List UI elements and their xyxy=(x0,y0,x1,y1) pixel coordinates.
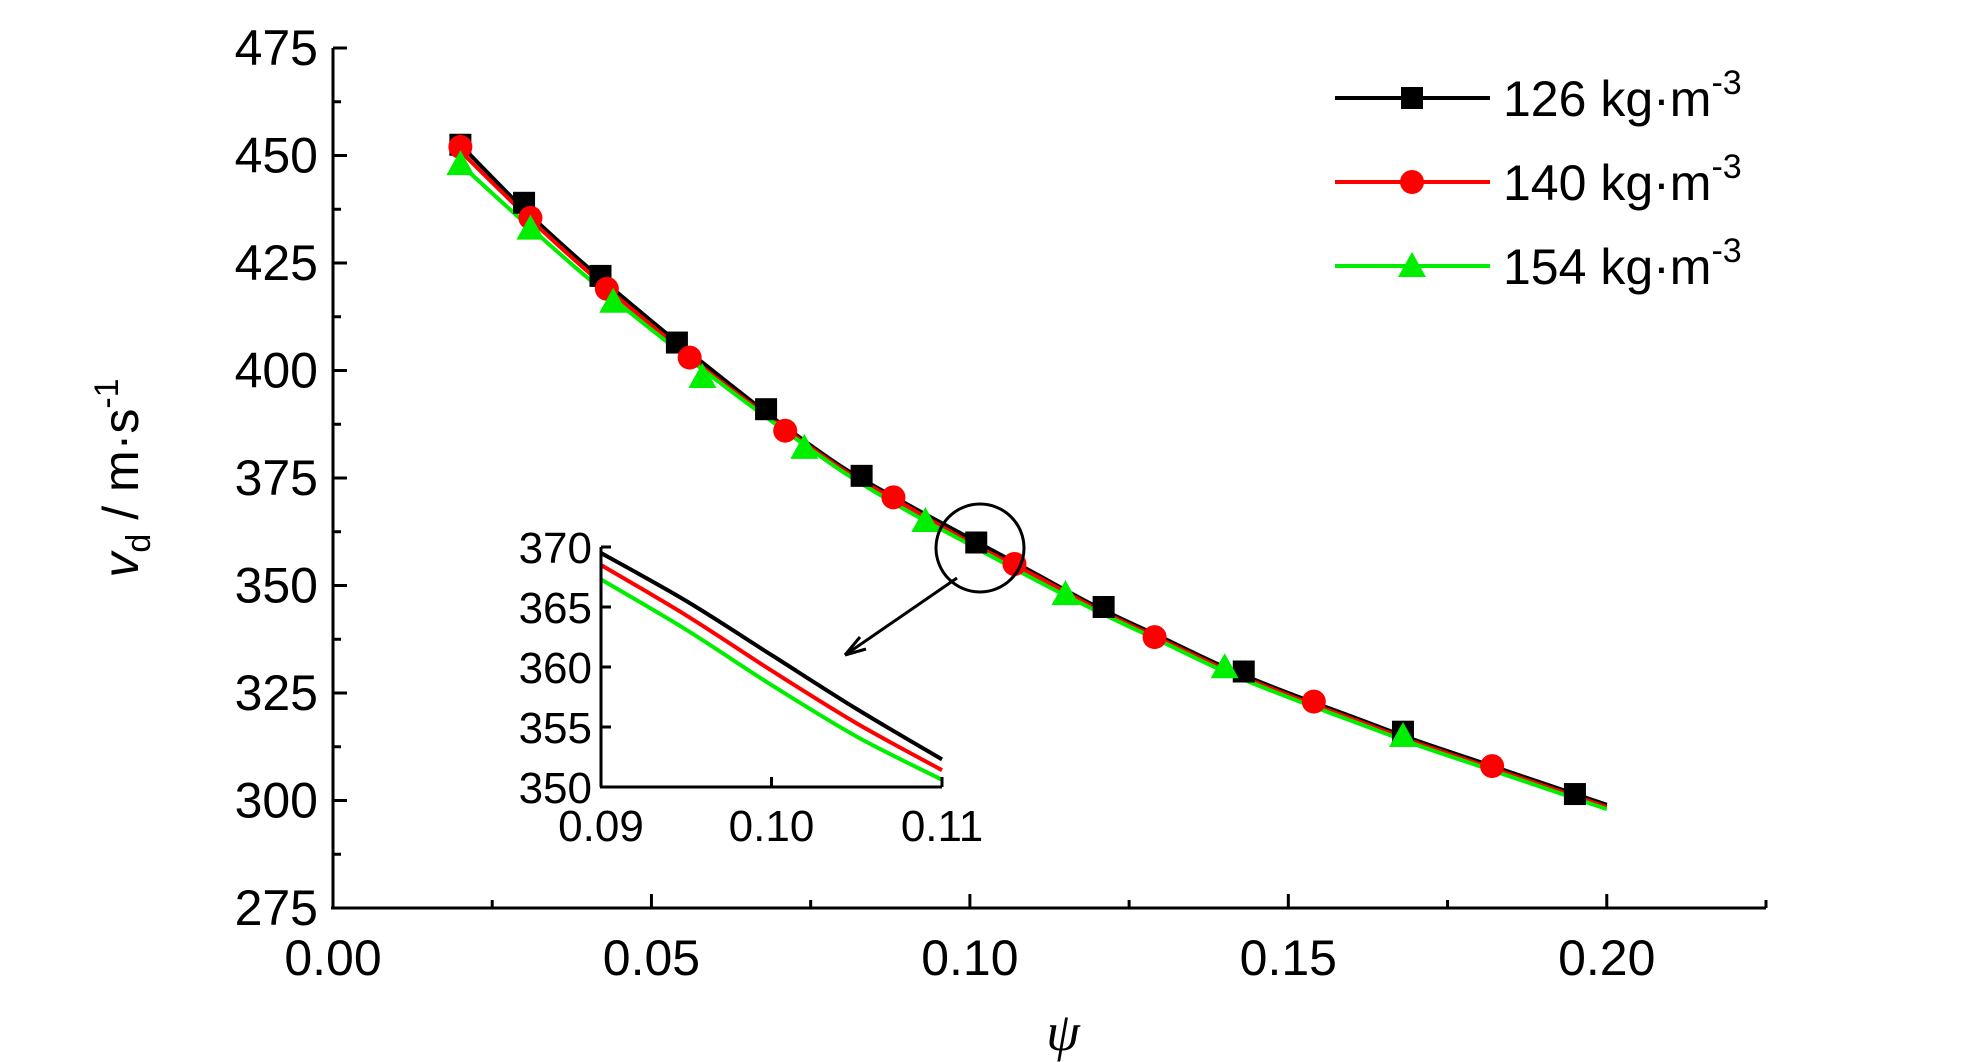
zoom-circle xyxy=(934,502,1026,594)
series-3-point xyxy=(1388,722,1417,747)
legend-label-text: 140 kg·m xyxy=(1503,155,1711,211)
y-tick-label: 475 xyxy=(235,20,318,76)
inset-y-tick-label: 365 xyxy=(519,584,592,633)
inset-line-1 xyxy=(600,551,944,762)
series-3-point xyxy=(516,214,545,240)
zoom-arrow-line xyxy=(847,576,958,655)
series-2-point xyxy=(677,345,702,370)
series-1-point xyxy=(1232,660,1255,683)
series-3-point xyxy=(1210,653,1239,679)
series-1-point xyxy=(1092,596,1115,618)
inset-line-2 xyxy=(599,563,943,772)
inset-y-tick-label: 370 xyxy=(519,524,592,573)
legend-label-superscript: -3 xyxy=(1711,148,1741,186)
y-ticks: 275 300 325 350 375 400 425 450 475 xyxy=(235,20,347,936)
inset-x-ticks: 0.09 0.10 0.11 xyxy=(558,777,983,851)
legend-label-superscript: -3 xyxy=(1711,64,1741,102)
zoom-callout xyxy=(843,502,1026,657)
series-1-point xyxy=(965,531,988,554)
inset-x-tick-label: 0.09 xyxy=(558,802,644,851)
series-2-point xyxy=(1002,552,1027,576)
x-tick-label: 0.05 xyxy=(603,930,700,986)
x-axis-label: ψ xyxy=(1046,1002,1081,1062)
y-tick-label: 325 xyxy=(235,665,318,721)
series-2-point xyxy=(1301,689,1326,714)
inset-y-tick-label: 360 xyxy=(519,644,592,693)
series-3-point xyxy=(688,362,717,388)
y-axis-label-superscript: -1 xyxy=(88,378,126,408)
series-markers xyxy=(446,133,1586,806)
inset-y-tick-label: 350 xyxy=(519,764,592,813)
legend-label-text: 126 kg·m xyxy=(1503,71,1711,127)
series-2-point xyxy=(448,134,473,159)
series-3-point xyxy=(599,287,628,313)
series-3-point xyxy=(446,150,475,176)
legend-marker-2 xyxy=(1400,170,1424,194)
y-axis-label: vd / m·s-1 xyxy=(88,378,158,577)
legend-label-3: 154 kg·m-3 xyxy=(1503,232,1742,295)
y-tick-label: 375 xyxy=(235,450,318,506)
series-line-1 xyxy=(458,143,1608,807)
legend-label-1: 126 kg·m-3 xyxy=(1503,64,1742,127)
x-tick-label: 0.15 xyxy=(1240,930,1337,986)
inset-x-tick-label: 0.10 xyxy=(729,802,815,851)
inset-y-tick-label: 355 xyxy=(519,704,592,753)
series-3-point xyxy=(1051,580,1080,606)
inset-plot: 350 355 360 365 370 0.09 0.10 0.11 xyxy=(519,524,984,851)
inset-x-tick-label: 0.11 xyxy=(901,802,983,851)
series-2-point xyxy=(773,418,798,443)
series-1-point xyxy=(850,464,873,487)
x-tick-label: 0.20 xyxy=(1558,930,1655,986)
y-tick-label: 450 xyxy=(235,128,318,184)
x-ticks: 0.00 0.05 0.10 0.15 0.20 xyxy=(284,894,1768,986)
x-tick-label: 0.00 xyxy=(284,930,381,986)
y-tick-label: 400 xyxy=(235,343,318,399)
zoom-arrow-head xyxy=(843,636,867,657)
series-lines xyxy=(458,143,1608,811)
y-tick-label: 425 xyxy=(235,235,318,291)
inset-lines xyxy=(599,551,944,782)
y-tick-label: 300 xyxy=(235,773,318,829)
main-plot: 275 300 325 350 375 400 425 450 475 0.00 0.05 0.10… xyxy=(235,20,1768,986)
series-2-point xyxy=(1480,754,1505,779)
series-3-point xyxy=(911,507,940,532)
series-line-2 xyxy=(458,149,1608,809)
y-axis-label-subscript: d xyxy=(120,534,158,553)
series-1-point xyxy=(1563,783,1586,806)
series-1-point xyxy=(755,398,778,421)
inset-y-ticks: 350 355 360 365 370 xyxy=(519,524,611,813)
series-line-3 xyxy=(459,162,1608,811)
legend-marker-1 xyxy=(1401,87,1423,109)
legend-label-2: 140 kg·m-3 xyxy=(1503,148,1742,211)
y-tick-label: 350 xyxy=(235,558,318,614)
legend-label-superscript: -3 xyxy=(1711,232,1741,270)
y-axis-label-unit: / m·s xyxy=(93,409,149,534)
series-3-point xyxy=(790,433,819,459)
y-axis-label-variable: v xyxy=(93,550,149,578)
x-tick-label: 0.10 xyxy=(921,930,1018,986)
y-tick-label: 275 xyxy=(235,880,318,936)
series-2-point xyxy=(1142,625,1167,650)
series-2-point xyxy=(881,485,906,510)
legend-marker-3 xyxy=(1398,252,1426,277)
legend-label-text: 154 kg·m xyxy=(1503,239,1711,295)
inset-line-3 xyxy=(599,577,943,782)
